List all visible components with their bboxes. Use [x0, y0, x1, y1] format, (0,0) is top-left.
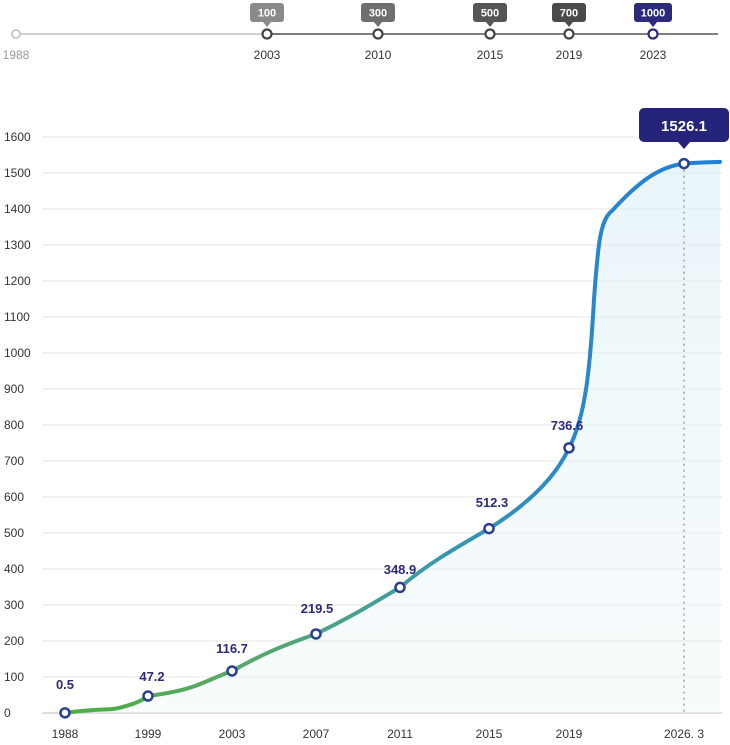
data-label: 512.3	[476, 495, 509, 510]
timeline-start-label: 1988	[3, 48, 30, 62]
milestone-badge-text: 1000	[641, 8, 665, 20]
y-tick-label: 400	[4, 562, 24, 576]
series-line	[63, 159, 722, 715]
callout-pointer	[678, 142, 690, 149]
x-tick-label: 2015	[476, 727, 503, 741]
chart-line	[63, 159, 722, 715]
data-point	[310, 628, 322, 640]
milestone-badge-pointer	[649, 22, 657, 27]
timeline-milestone: 1000 2023	[634, 3, 672, 62]
milestone-dot	[647, 28, 659, 40]
y-tick-label: 100	[4, 670, 24, 684]
milestone-badge-text: 300	[369, 8, 387, 20]
milestone-badge-pointer	[374, 22, 382, 27]
data-label: 116.7	[216, 641, 248, 656]
milestone-dot	[372, 28, 384, 40]
milestone-dot	[484, 28, 496, 40]
x-tick-label: 2007	[303, 727, 330, 741]
timeline-start-dot	[11, 29, 21, 39]
data-point	[142, 690, 154, 702]
data-label: 348.9	[384, 562, 417, 577]
y-tick-label: 1200	[4, 274, 31, 288]
x-tick-label: 2019	[556, 727, 583, 741]
y-tick-label: 0	[4, 706, 11, 720]
y-tick-label: 200	[4, 634, 24, 648]
chart-markers	[59, 157, 690, 719]
timeline-milestone: 100 2003	[250, 3, 284, 62]
milestone-badge	[361, 3, 395, 22]
milestone-dot	[563, 28, 575, 40]
milestone-year: 2019	[556, 48, 583, 62]
value-callout: 1526.1	[639, 108, 729, 149]
milestone-badge	[634, 3, 672, 22]
data-point	[226, 665, 238, 677]
y-tick-label: 300	[4, 598, 24, 612]
y-tick-label: 1100	[4, 310, 30, 324]
milestone-badge-text: 700	[560, 8, 578, 20]
milestone-badge-pointer	[565, 22, 573, 27]
milestone-year: 2023	[640, 48, 667, 62]
data-point	[59, 707, 71, 719]
area-fill	[65, 161, 720, 714]
data-label: 47.2	[139, 669, 164, 684]
timeline-milestone: 300 2010	[361, 3, 395, 62]
y-tick-label: 700	[4, 454, 24, 468]
callout-box	[639, 108, 729, 142]
y-tick-label: 1600	[4, 130, 31, 144]
milestone-badge-text: 500	[481, 8, 499, 20]
milestone-year: 2003	[254, 48, 281, 62]
data-point	[394, 581, 406, 594]
milestone-badge-pointer	[263, 22, 271, 27]
x-tick-label: 1988	[52, 727, 79, 741]
y-tick-label: 900	[4, 382, 24, 396]
x-tick-label: 2003	[219, 727, 246, 741]
milestone-dot	[261, 28, 273, 40]
y-tick-label: 600	[4, 490, 24, 504]
x-tick-label: 2026. 3	[664, 727, 704, 741]
callout-value: 1526.1	[661, 118, 707, 135]
x-tick-label: 1999	[135, 727, 162, 741]
x-tick-label: 2011	[387, 727, 413, 741]
data-label: 219.5	[301, 601, 334, 616]
data-point	[678, 157, 690, 170]
timeline-milestone: 500 2015	[473, 3, 507, 62]
milestone-badge	[552, 3, 586, 22]
data-label: 0.5	[56, 677, 74, 692]
y-tick-label: 1400	[4, 202, 31, 216]
data-label: 736.6	[551, 418, 584, 433]
milestone-badge-pointer	[486, 22, 494, 27]
timeline-milestone: 700 2019	[552, 3, 586, 62]
y-tick-label: 800	[4, 418, 24, 432]
chart-area	[65, 161, 720, 714]
milestone-badge	[473, 3, 507, 22]
chart-labels: 0.5 47.2 116.7 219.5 348.9 512.3 736.6 1526.1	[56, 108, 729, 692]
milestone-year: 2010	[365, 48, 392, 62]
y-tick-label: 1000	[4, 346, 31, 360]
data-point	[483, 522, 495, 535]
milestone-badge-text: 100	[258, 8, 276, 20]
data-point	[563, 442, 575, 454]
milestone-timeline: 1988 100 2003 300 2010 500 2015 700 2019 1000 2023	[3, 3, 718, 62]
milestone-year: 2015	[477, 48, 504, 62]
y-tick-label: 1500	[4, 166, 31, 180]
y-tick-label: 500	[4, 526, 24, 540]
milestone-badge	[250, 3, 284, 22]
y-tick-label: 1300	[4, 238, 31, 252]
